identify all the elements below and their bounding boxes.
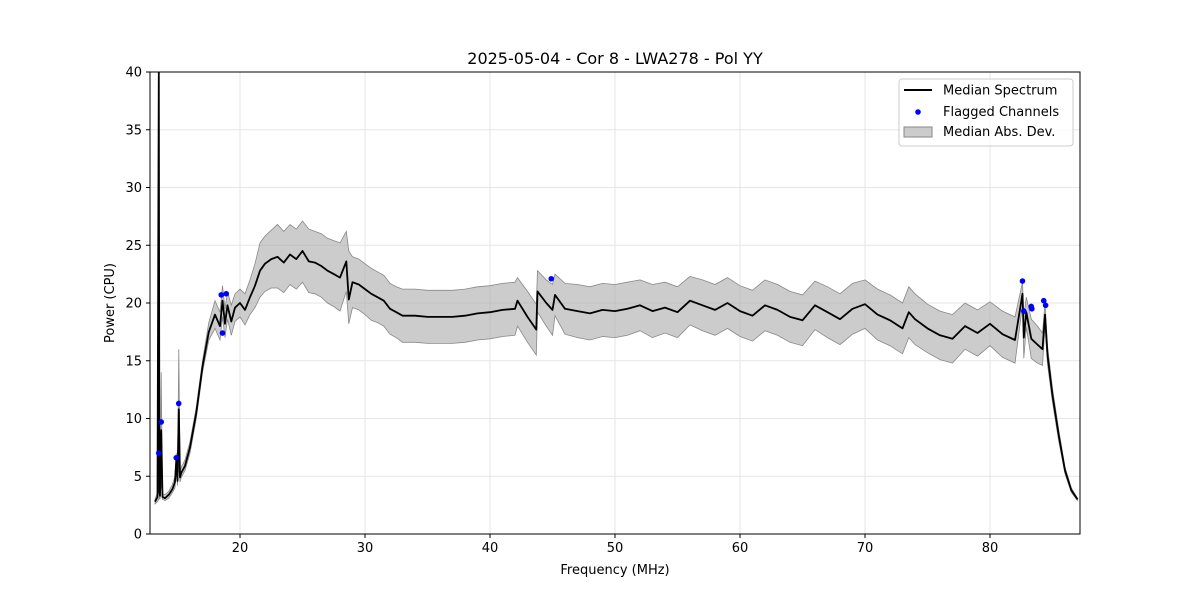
- flagged-channel-point: [158, 419, 165, 425]
- y-tick-label: 40: [125, 66, 142, 81]
- x-tick-label: 30: [357, 541, 374, 556]
- x-axis-ticks: 20 30 40 50 60 70 80: [232, 534, 999, 556]
- chart-title: 2025-05-04 - Cor 8 - LWA278 - Pol YY: [467, 49, 763, 68]
- median-spectrum-line: [154, 72, 1079, 503]
- x-tick-label: 20: [232, 541, 249, 556]
- flagged-channel-point: [175, 400, 182, 407]
- flagged-channel-point: [1040, 297, 1047, 304]
- mad-band-layer: [154, 220, 1078, 505]
- legend-flagged-swatch: [915, 109, 921, 115]
- legend-box: [898, 78, 1074, 147]
- flagged-channel-point: [219, 330, 226, 336]
- x-tick-label: 50: [607, 541, 624, 556]
- y-axis-label: Power (CPU): [103, 263, 118, 343]
- median-line-layer: [154, 72, 1079, 503]
- x-tick-label: 80: [982, 541, 999, 556]
- x-tick-label: 40: [482, 541, 499, 556]
- y-tick-label: 20: [125, 297, 142, 312]
- y-axis-ticks: 0 5 10 15 20 25 30 35 40: [125, 66, 150, 543]
- flagged-channel-point: [223, 290, 230, 297]
- mad-band: [154, 220, 1078, 505]
- y-tick-label: 10: [125, 412, 142, 427]
- legend-mad-swatch: [903, 126, 933, 138]
- flagged-channel-point: [1042, 302, 1049, 309]
- flagged-channel-point: [1019, 278, 1026, 284]
- y-tick-label: 30: [125, 181, 142, 196]
- y-tick-label: 0: [134, 528, 142, 543]
- y-tick-label: 35: [125, 123, 142, 138]
- x-tick-label: 70: [857, 541, 874, 556]
- x-tick-label: 60: [732, 541, 749, 556]
- flagged-points-layer: [155, 275, 1049, 461]
- flagged-channel-point: [548, 275, 555, 282]
- flagged-channel-point: [1029, 305, 1035, 312]
- flagged-channel-point: [155, 450, 162, 456]
- flagged-channel-point: [1020, 308, 1027, 314]
- y-tick-label: 5: [134, 470, 142, 485]
- legend-mad-label: Median Abs. Dev.: [943, 125, 1055, 140]
- flagged-channel-point: [218, 292, 225, 298]
- y-tick-label: 15: [125, 354, 142, 369]
- legend-flagged-label: Flagged Channels: [943, 105, 1059, 120]
- legend-median-label: Median Spectrum: [943, 84, 1057, 99]
- x-axis-label: Frequency (MHz): [560, 563, 669, 578]
- flagged-channel-point: [173, 454, 180, 461]
- legend: Median Spectrum Flagged Channels Median …: [898, 78, 1074, 147]
- y-tick-label: 25: [125, 239, 142, 254]
